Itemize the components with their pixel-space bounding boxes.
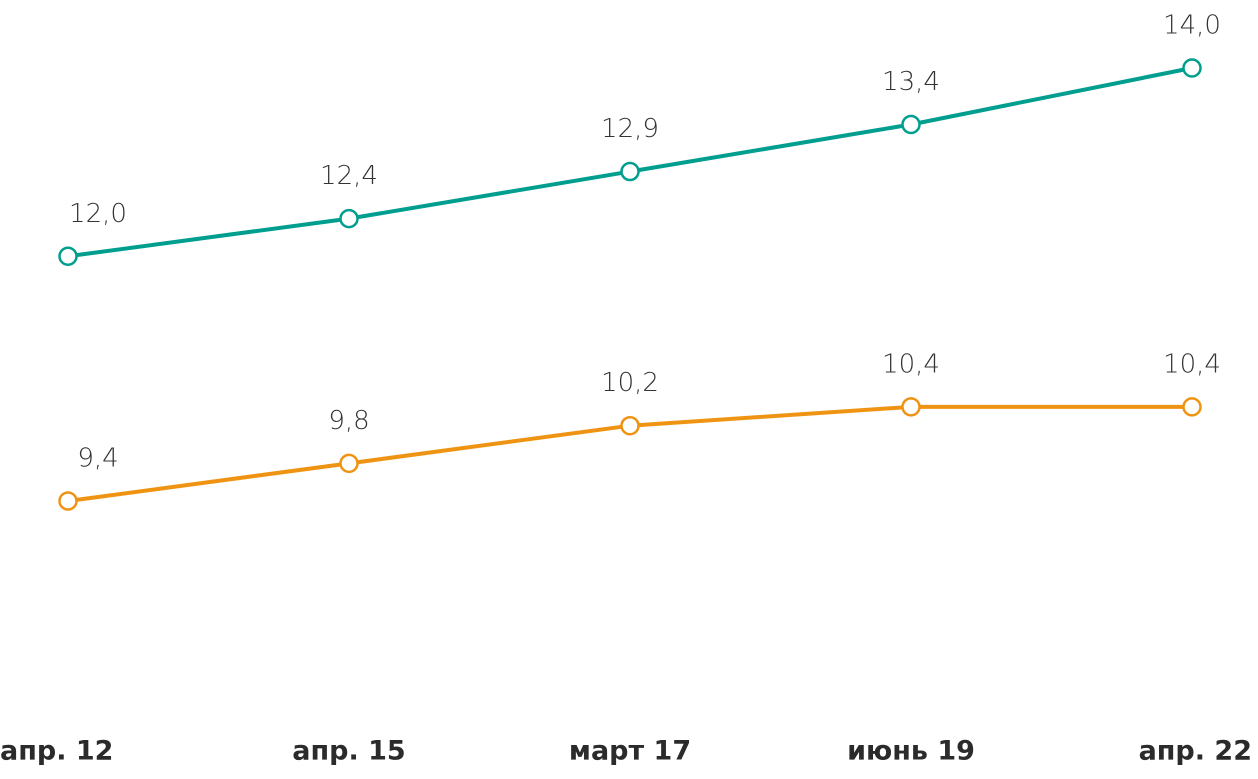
data-label: 10,4	[1163, 349, 1221, 379]
point	[620, 415, 640, 436]
point	[901, 114, 921, 135]
data-label: 10,4	[882, 349, 940, 379]
point	[1182, 397, 1202, 417]
x-tick-label: июнь 19	[847, 736, 975, 767]
x-tick-label: апр. 15	[292, 736, 405, 767]
x-tick-label: апр. 22	[1139, 736, 1252, 767]
data-label: 12,9	[601, 114, 659, 144]
data-label: 13,4	[882, 67, 940, 97]
x-tick-label: март 17	[569, 736, 691, 767]
point	[58, 246, 78, 267]
data-label: 10,2	[601, 368, 659, 398]
data-label: 12,4	[320, 161, 378, 191]
data-label: 9,4	[77, 444, 118, 474]
point	[620, 161, 640, 182]
data-label: 12,0	[69, 199, 127, 229]
point	[901, 397, 921, 417]
data-label: 9,8	[328, 406, 369, 436]
point	[339, 453, 359, 474]
data-label: 14,0	[1163, 11, 1221, 41]
x-tick-label: апр. 12	[0, 736, 113, 767]
point	[339, 208, 359, 229]
point	[1182, 58, 1202, 78]
point	[58, 491, 78, 511]
